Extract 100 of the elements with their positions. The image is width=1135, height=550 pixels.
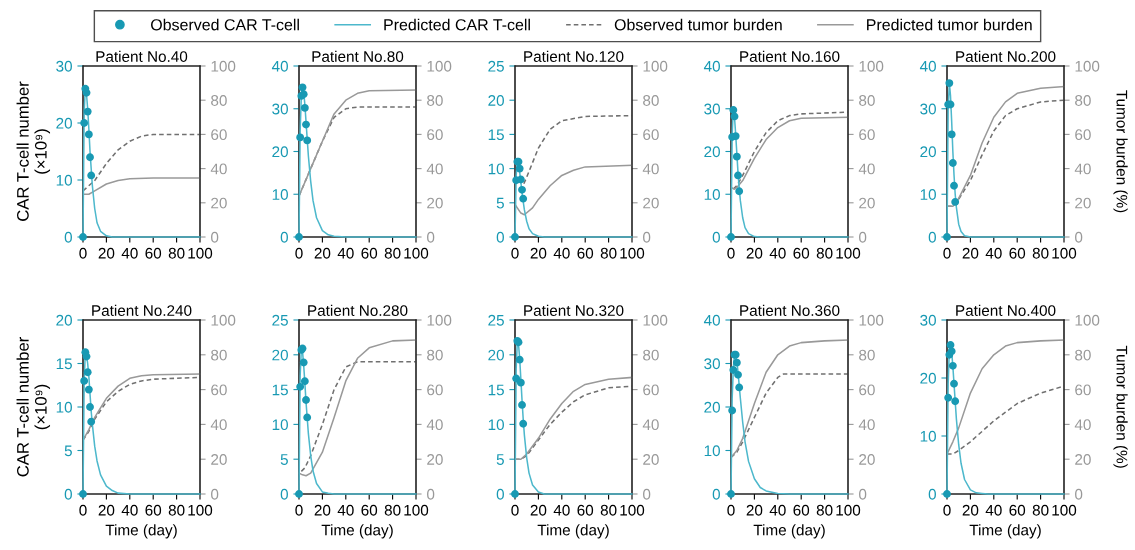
point bbox=[84, 130, 93, 139]
x-axis-title: Time (day) bbox=[105, 524, 177, 539]
x-tick-label: 20 bbox=[530, 504, 547, 516]
x-tick-label: 0 bbox=[727, 504, 735, 516]
point bbox=[82, 352, 91, 361]
y2-tick-label: 60 bbox=[1075, 384, 1091, 396]
point bbox=[948, 159, 957, 167]
x-axis-title: Time (day) bbox=[753, 524, 825, 539]
y2-tick-label: 80 bbox=[427, 349, 443, 361]
y-tick-label: 10 bbox=[704, 445, 720, 457]
y2-tick-label: 0 bbox=[1075, 231, 1083, 243]
point bbox=[296, 133, 305, 142]
x-tick-label: 60 bbox=[145, 504, 162, 516]
point bbox=[82, 88, 91, 97]
y2-tick-label: 60 bbox=[427, 384, 443, 396]
chart-title: Patient No.160 bbox=[740, 50, 840, 62]
point bbox=[303, 413, 312, 422]
y2-tick-label: 20 bbox=[427, 454, 443, 465]
y2-tick-label: 40 bbox=[642, 419, 659, 431]
x-tick-label: 0 bbox=[943, 247, 951, 259]
line-series bbox=[298, 339, 417, 477]
x-axis-title: Time (day) bbox=[321, 524, 393, 539]
y2-tick-label: 20 bbox=[1075, 454, 1091, 465]
chart-title: Patient No.40 bbox=[96, 50, 188, 62]
x-tick-label: 40 bbox=[553, 247, 570, 259]
point bbox=[951, 198, 960, 206]
x-tick-label: 100 bbox=[188, 504, 213, 516]
point bbox=[303, 136, 312, 145]
y2-tick-label: 20 bbox=[1075, 197, 1091, 209]
y2-tick-label: 80 bbox=[859, 349, 875, 361]
y-tick-label: 10 bbox=[704, 189, 720, 200]
y-tick-label: 15 bbox=[272, 384, 288, 396]
y-tick-label: 30 bbox=[704, 358, 720, 370]
x-tick-label: 60 bbox=[1009, 247, 1026, 259]
y2-tick-label: 20 bbox=[643, 197, 659, 209]
legend-label: Observed CAR T-cell bbox=[151, 18, 299, 31]
y-tick-label: 20 bbox=[272, 349, 288, 361]
y-tick-label: 30 bbox=[56, 60, 72, 72]
x-tick-label: 40 bbox=[769, 247, 786, 259]
y-tick-label: 20 bbox=[920, 372, 936, 384]
x-tick-label: 80 bbox=[816, 247, 833, 259]
point bbox=[515, 355, 524, 364]
y2-tick-label: 40 bbox=[426, 419, 443, 431]
point bbox=[80, 119, 89, 127]
y-tick-label: 20 bbox=[56, 117, 72, 129]
point bbox=[302, 396, 310, 404]
y2-tick-label: 80 bbox=[427, 95, 443, 106]
point bbox=[729, 366, 738, 374]
x-tick-label: 80 bbox=[816, 504, 833, 516]
y2-tick-label: 80 bbox=[1075, 95, 1091, 106]
y2-tick-label: 100 bbox=[643, 314, 668, 326]
point bbox=[948, 361, 957, 370]
x-tick-label: 60 bbox=[577, 504, 594, 516]
x-tick-label: 40 bbox=[985, 504, 1002, 516]
x-tick-label: 0 bbox=[511, 504, 519, 516]
y2-tick-label: 100 bbox=[427, 60, 452, 72]
x-tick-label: 60 bbox=[361, 247, 378, 259]
chart-title: Patient No.360 bbox=[740, 304, 840, 316]
x-tick-label: 0 bbox=[511, 247, 519, 259]
y-tick-label: 40 bbox=[919, 60, 936, 72]
y2-tick-label: 20 bbox=[211, 454, 227, 465]
chart-title: Patient No.400 bbox=[956, 304, 1056, 316]
y-tick-label: 0 bbox=[712, 231, 720, 243]
point bbox=[84, 385, 93, 394]
x-tick-label: 100 bbox=[188, 247, 213, 259]
chart-title: Patient No.280 bbox=[308, 304, 408, 316]
x-tick-label: 0 bbox=[295, 247, 303, 259]
x-tick-label: 40 bbox=[337, 504, 354, 516]
y2-tick-label: 60 bbox=[643, 129, 659, 141]
x-tick-label: 60 bbox=[793, 504, 810, 516]
y2-tick-label: 0 bbox=[211, 488, 219, 500]
chart-title: Patient No.120 bbox=[524, 50, 624, 62]
x-tick-label: 40 bbox=[553, 504, 570, 516]
y-tick-label: 20 bbox=[920, 146, 936, 158]
y-tick-label: 10 bbox=[272, 189, 288, 200]
y-tick-label: 0 bbox=[280, 231, 288, 243]
y2-tick-label: 40 bbox=[426, 163, 443, 175]
y2-tick-label: 60 bbox=[643, 384, 659, 396]
point bbox=[300, 103, 309, 112]
y-tick-label: 5 bbox=[64, 445, 72, 457]
x-tick-label: 20 bbox=[314, 504, 331, 516]
y-axis-title: CAR T-cell number (×10⁹) bbox=[16, 81, 51, 221]
y2-tick-label: 40 bbox=[642, 163, 659, 175]
y2-tick-label: 40 bbox=[210, 163, 227, 175]
point bbox=[945, 79, 954, 88]
point bbox=[732, 152, 741, 161]
y-tick-label: 10 bbox=[920, 189, 936, 200]
x-tick-label: 60 bbox=[145, 247, 162, 259]
point bbox=[950, 181, 958, 190]
y2-tick-label: 80 bbox=[211, 95, 227, 106]
point bbox=[730, 112, 739, 121]
point bbox=[519, 194, 528, 203]
y2-tick-label: 20 bbox=[859, 454, 875, 465]
y2-tick-label: 0 bbox=[643, 488, 651, 500]
y2-axis-title: Tumor burden (%) bbox=[1113, 345, 1128, 468]
x-tick-label: 40 bbox=[121, 504, 138, 516]
y-tick-label: 30 bbox=[920, 103, 936, 115]
point bbox=[732, 358, 741, 367]
y2-tick-label: 80 bbox=[211, 349, 227, 361]
y2-tick-label: 40 bbox=[1074, 419, 1091, 431]
